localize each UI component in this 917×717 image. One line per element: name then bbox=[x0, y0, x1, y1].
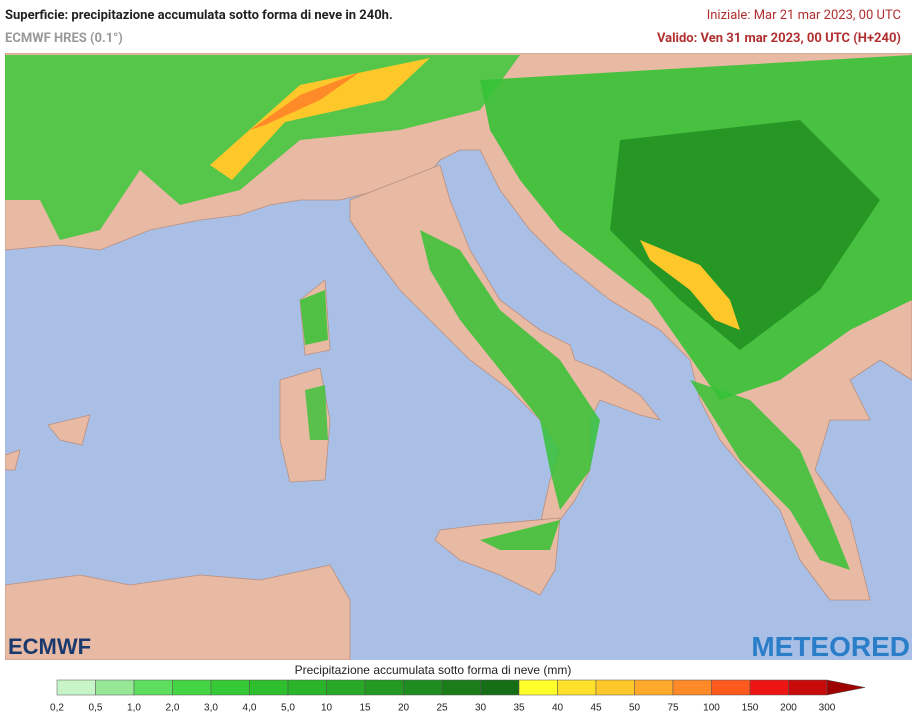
legend-label: 45 bbox=[590, 703, 602, 714]
valid-time: Valido: Ven 31 mar 2023, 00 UTC (H+240) bbox=[656, 31, 901, 46]
legend-label: 25 bbox=[436, 703, 448, 714]
model-name: ECMWF HRES (0.1°) bbox=[5, 31, 123, 46]
legend-label: 100 bbox=[703, 703, 720, 714]
color-swatch bbox=[518, 679, 558, 696]
color-swatch bbox=[287, 679, 327, 696]
legend-label: 5,0 bbox=[281, 703, 295, 714]
color-swatch bbox=[788, 679, 828, 696]
legend-label: 0,2 bbox=[50, 703, 64, 714]
map-area bbox=[5, 53, 912, 660]
legend-label: 50 bbox=[629, 703, 641, 714]
color-swatch bbox=[364, 679, 404, 696]
legend-label: 15 bbox=[359, 703, 371, 714]
legend-label: 35 bbox=[513, 703, 525, 714]
legend-label: 1,0 bbox=[127, 703, 141, 714]
color-swatch bbox=[480, 679, 520, 696]
legend-label: 40 bbox=[552, 703, 564, 714]
legend-label: 200 bbox=[780, 703, 797, 714]
color-swatch bbox=[133, 679, 173, 696]
color-swatch bbox=[672, 679, 712, 696]
legend: 0,2 0,5 1,0 2,0 3,0 4,0 5,0 10 15 20 25 30 35 40 45 50 7… bbox=[50, 679, 866, 714]
overflow-arrow bbox=[826, 679, 866, 696]
legend-label: 4,0 bbox=[243, 703, 257, 714]
legend-label: 30 bbox=[475, 703, 487, 714]
color-swatch bbox=[711, 679, 751, 696]
color-swatch bbox=[210, 679, 250, 696]
color-swatch bbox=[172, 679, 212, 696]
legend-label: 20 bbox=[398, 703, 410, 714]
legend-label: 0,5 bbox=[89, 703, 103, 714]
legend-label: 150 bbox=[742, 703, 759, 714]
color-swatch bbox=[634, 679, 674, 696]
init-time: Iniziale: Mar 21 mar 2023, 00 UTC bbox=[706, 8, 901, 23]
snow-overlay bbox=[5, 55, 912, 570]
color-swatch bbox=[95, 679, 135, 696]
meteored-logo: METEORED bbox=[751, 631, 910, 662]
legend-label: 300 bbox=[819, 703, 836, 714]
legend-title: Precipitazione accumulata sotto forma di… bbox=[295, 663, 572, 677]
legend-label: 75 bbox=[667, 703, 679, 714]
color-swatch bbox=[56, 679, 96, 696]
legend-label: 3,0 bbox=[204, 703, 218, 714]
color-swatch bbox=[249, 679, 289, 696]
color-swatch bbox=[403, 679, 443, 696]
color-swatch bbox=[749, 679, 789, 696]
color-swatch bbox=[595, 679, 635, 696]
ecmwf-logo: ECMWF bbox=[8, 634, 91, 659]
legend-label: 10 bbox=[321, 703, 333, 714]
legend-label: 2,0 bbox=[166, 703, 180, 714]
color-swatch bbox=[326, 679, 366, 696]
color-swatch bbox=[441, 679, 481, 696]
map-title: Superficie: precipitazione accumulata so… bbox=[5, 8, 393, 23]
color-swatch bbox=[557, 679, 597, 696]
